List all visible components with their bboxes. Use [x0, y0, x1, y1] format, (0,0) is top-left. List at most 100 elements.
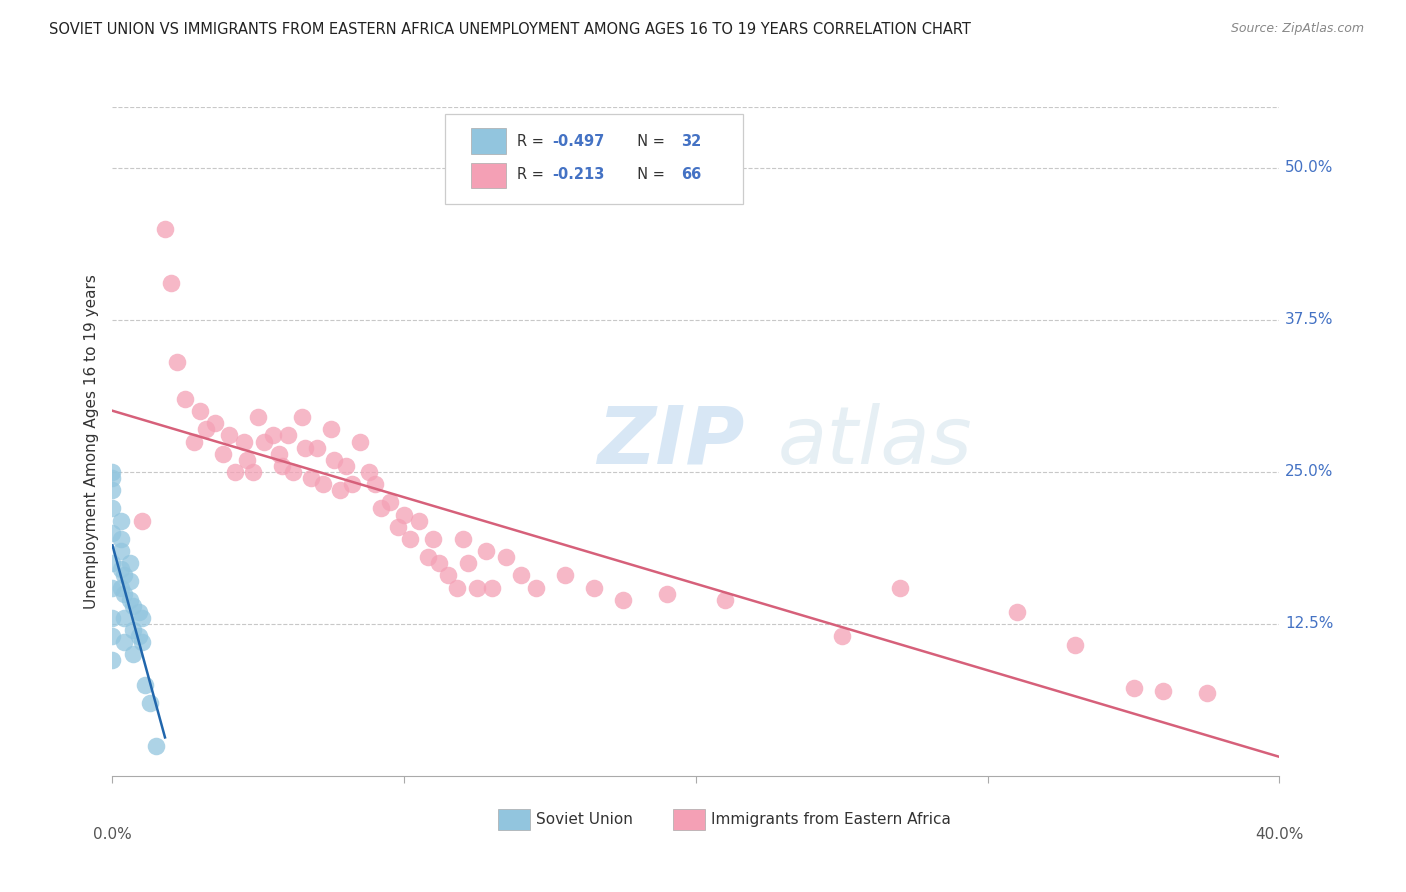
FancyBboxPatch shape — [446, 114, 742, 204]
Point — [110, 581, 132, 595]
Point — [267, 447, 290, 461]
Point — [101, 501, 124, 516]
Text: Immigrants from Eastern Africa: Immigrants from Eastern Africa — [711, 812, 950, 827]
Point — [242, 465, 264, 479]
Point — [174, 392, 197, 406]
Text: 0.0%: 0.0% — [93, 827, 132, 842]
Point — [183, 434, 205, 449]
Point — [101, 483, 124, 498]
Point — [128, 629, 150, 643]
Point — [291, 410, 314, 425]
Point — [349, 434, 371, 449]
Point — [457, 556, 479, 570]
Point — [110, 544, 132, 558]
Point — [101, 465, 124, 479]
Point — [110, 532, 132, 546]
Point — [1152, 684, 1174, 698]
Point — [1005, 605, 1028, 619]
Point — [235, 452, 257, 467]
Point — [335, 458, 357, 473]
Point — [370, 501, 392, 516]
Point — [224, 465, 246, 479]
Text: 32: 32 — [681, 134, 702, 149]
Text: 50.0%: 50.0% — [1285, 161, 1334, 176]
Point — [128, 605, 150, 619]
Point — [475, 544, 498, 558]
Point — [299, 471, 322, 485]
Point — [416, 550, 439, 565]
Point — [394, 508, 416, 522]
Point — [294, 441, 316, 455]
Text: 66: 66 — [681, 167, 702, 182]
Point — [112, 568, 135, 582]
Text: N =: N = — [628, 167, 669, 182]
Text: Soviet Union: Soviet Union — [536, 812, 633, 827]
Point — [509, 568, 531, 582]
Text: 37.5%: 37.5% — [1285, 312, 1334, 327]
Point — [1064, 638, 1087, 652]
Point — [101, 629, 124, 643]
Point — [340, 477, 363, 491]
Text: SOVIET UNION VS IMMIGRANTS FROM EASTERN AFRICA UNEMPLOYMENT AMONG AGES 16 TO 19 : SOVIET UNION VS IMMIGRANTS FROM EASTERN … — [49, 22, 972, 37]
Point — [194, 422, 217, 436]
Point — [101, 611, 124, 625]
Text: -0.497: -0.497 — [553, 134, 605, 149]
Point — [495, 550, 517, 565]
Point — [437, 568, 460, 582]
Point — [232, 434, 254, 449]
Point — [446, 581, 468, 595]
Point — [112, 586, 135, 600]
Point — [1122, 681, 1144, 696]
Point — [139, 696, 162, 710]
Point — [451, 532, 474, 546]
Bar — [471, 162, 506, 188]
Point — [101, 525, 124, 540]
Text: 12.5%: 12.5% — [1285, 616, 1334, 632]
Point — [311, 477, 333, 491]
Point — [110, 514, 132, 528]
Point — [321, 422, 343, 436]
Point — [247, 410, 270, 425]
Point — [323, 452, 346, 467]
Point — [714, 592, 737, 607]
Point — [131, 635, 153, 649]
Point — [160, 277, 183, 291]
Y-axis label: Unemployment Among Ages 16 to 19 years: Unemployment Among Ages 16 to 19 years — [83, 274, 98, 609]
Point — [218, 428, 240, 442]
Point — [481, 581, 503, 595]
Point — [276, 428, 298, 442]
Point — [118, 574, 141, 589]
Point — [582, 581, 605, 595]
Point — [131, 611, 153, 625]
Point — [378, 495, 401, 509]
Bar — [498, 810, 530, 830]
Point — [270, 458, 292, 473]
Point — [359, 465, 381, 479]
Point — [204, 417, 226, 431]
Text: 40.0%: 40.0% — [1256, 827, 1303, 842]
Point — [831, 629, 853, 643]
Point — [112, 635, 135, 649]
Point — [122, 648, 145, 662]
Point — [110, 562, 132, 576]
Point — [122, 599, 145, 613]
Text: atlas: atlas — [778, 402, 973, 481]
Point — [134, 678, 156, 692]
Point — [399, 532, 422, 546]
Point — [1195, 686, 1218, 700]
Point — [262, 428, 284, 442]
Point — [283, 465, 305, 479]
Point — [387, 519, 409, 533]
Bar — [471, 128, 506, 153]
Point — [145, 739, 167, 753]
Text: Source: ZipAtlas.com: Source: ZipAtlas.com — [1230, 22, 1364, 36]
Point — [465, 581, 488, 595]
Point — [101, 556, 124, 570]
Point — [101, 471, 124, 485]
Point — [305, 441, 328, 455]
Point — [427, 556, 450, 570]
Point — [253, 434, 276, 449]
Bar — [672, 810, 706, 830]
Text: 25.0%: 25.0% — [1285, 465, 1334, 479]
Point — [889, 581, 911, 595]
